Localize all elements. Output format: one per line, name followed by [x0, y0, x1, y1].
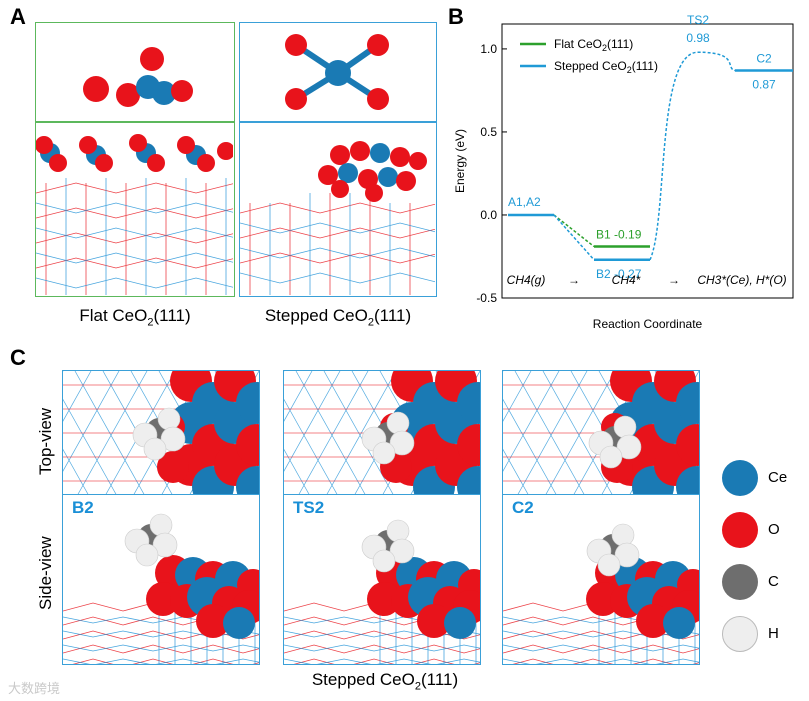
top-view-box-b2	[62, 370, 260, 495]
panel-a-letter: A	[10, 4, 26, 29]
legend-label-h: H	[768, 625, 779, 642]
label-b1: B1 -0.19	[596, 228, 642, 242]
top-view-structure	[503, 371, 699, 494]
top-view-label: Top-view	[36, 407, 55, 475]
energy-profile-chart: -0.5 0.0 0.5 1.0 Energy (eV) Reaction Coordin…	[453, 13, 794, 331]
top-view-structure	[284, 371, 480, 494]
stepped-slab-side-view-box	[239, 122, 437, 297]
legend-swatch-o	[722, 512, 758, 548]
flat-slab-wireframe	[36, 134, 234, 295]
flat-ceo2-caption: Flat CeO2(111)	[79, 306, 191, 329]
side-view-box-c2	[502, 495, 700, 665]
stage-label: CH4(g)	[507, 273, 546, 287]
flat-top-view-box	[35, 22, 235, 122]
side-view-structure	[63, 513, 259, 664]
stepped-adsorbate-molecule	[285, 34, 389, 110]
label-ts2: TS2	[687, 13, 709, 27]
top-view-box-ts2	[283, 370, 481, 495]
stage-label: CH4*	[612, 273, 641, 287]
connector-a-b1	[553, 214, 595, 248]
state-label-c2: C2	[512, 498, 534, 517]
stage-label: →	[568, 273, 580, 287]
stepped-ceo2-caption-c: Stepped CeO2(111)	[311, 670, 459, 693]
stage-label: →	[668, 273, 680, 287]
stepped-slab-wireframe	[240, 141, 436, 295]
panel-b-letter: B	[448, 4, 464, 29]
y-tick-label: -0.5	[476, 291, 497, 305]
legend-label-c: C	[768, 573, 779, 590]
label-c2: C2	[756, 51, 772, 65]
legend-swatch-c	[722, 564, 758, 600]
y-tick-label: 0.5	[480, 125, 497, 139]
legend-label-o: O	[768, 521, 780, 538]
legend-flat-label: Flat CeO2(111)	[554, 37, 633, 53]
y-tick-label: 0.0	[480, 208, 497, 222]
stage-label: CH3*(Ce), H*(O)	[697, 273, 786, 287]
label-a1-a2: A1,A2	[508, 195, 541, 209]
watermark-text: 大数跨境	[8, 681, 61, 696]
plot-frame	[501, 23, 794, 299]
legend-swatch-h	[722, 616, 758, 652]
flat-slab-side-view-box	[35, 122, 235, 297]
panel-c-letter: C	[10, 345, 26, 370]
side-view-label: Side-view	[36, 536, 55, 610]
x-axis-label: Reaction Coordinate	[593, 317, 703, 331]
stepped-top-view-box	[239, 22, 437, 122]
value-c2: 0.87	[752, 77, 776, 91]
value-ts2: 0.98	[686, 31, 710, 45]
state-label-ts2: TS2	[293, 498, 325, 517]
legend-label-ce: Ce	[768, 469, 788, 486]
y-tick-label: 1.0	[480, 42, 497, 56]
ts2-barrier-curve	[649, 51, 736, 261]
connector-a-b2	[553, 214, 595, 261]
legend-swatch-ce	[722, 460, 758, 496]
state-label-b2: B2	[72, 498, 94, 517]
top-view-box-c2	[502, 370, 700, 495]
side-view-structure	[503, 523, 699, 664]
y-axis-label: Energy (eV)	[453, 129, 467, 193]
legend-stepped-label: Stepped CeO2(111)	[554, 59, 658, 75]
side-view-structure	[284, 519, 480, 664]
stepped-ceo2-caption: Stepped CeO2(111)	[264, 306, 412, 329]
top-view-structure	[63, 371, 259, 494]
label-b2: B2 -0.27	[596, 267, 642, 281]
side-view-box-ts2	[283, 495, 481, 665]
side-view-box-b2	[62, 495, 260, 665]
flat-adsorbate-molecule	[83, 47, 193, 107]
